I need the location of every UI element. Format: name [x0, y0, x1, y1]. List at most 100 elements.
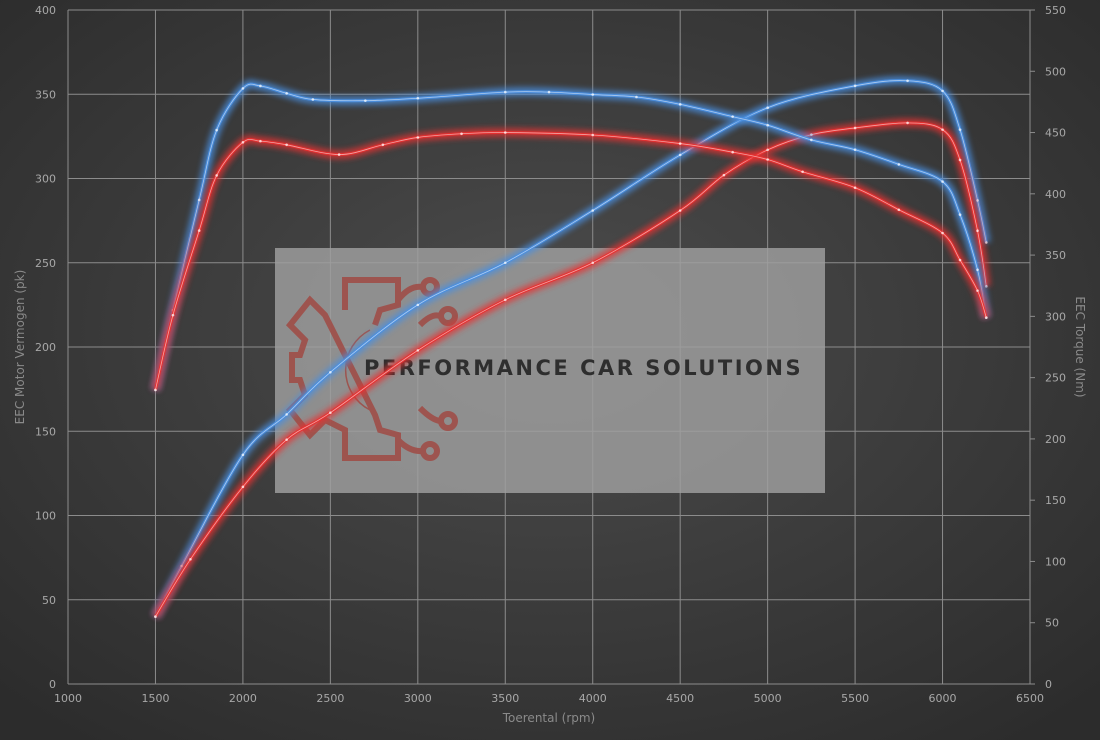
data-point	[853, 186, 857, 189]
right-tick-label: 500	[1045, 65, 1066, 78]
x-tick-label: 3000	[404, 692, 432, 705]
data-point	[241, 141, 245, 144]
data-point	[958, 258, 962, 262]
data-point	[678, 209, 682, 212]
data-point	[154, 615, 157, 618]
right-tick-label: 250	[1045, 372, 1066, 385]
left-axis-title: EEC Motor Vermogen (pk)	[13, 270, 27, 425]
data-point	[976, 199, 979, 202]
left-tick-label: 350	[35, 88, 56, 101]
data-point	[311, 98, 315, 101]
x-tick-label: 4000	[579, 692, 607, 705]
data-point	[171, 313, 175, 317]
right-tick-label: 350	[1045, 249, 1066, 262]
data-point	[984, 316, 988, 319]
watermark-box	[275, 248, 825, 493]
left-tick-label: 50	[42, 594, 56, 607]
data-point	[976, 289, 979, 292]
right-tick-label: 550	[1045, 4, 1066, 17]
watermark-text: PERFORMANCE CAR SOLUTIONS	[364, 356, 803, 380]
data-point	[503, 298, 507, 302]
series-highlight	[155, 80, 987, 617]
x-tick-label: 2000	[229, 692, 257, 705]
data-point	[591, 93, 595, 96]
data-point	[591, 261, 595, 265]
data-point	[766, 148, 769, 152]
data-point	[591, 209, 595, 212]
left-tick-label: 150	[35, 425, 56, 438]
data-point	[678, 103, 682, 106]
series-power-0	[151, 76, 991, 619]
data-point	[984, 241, 988, 244]
data-point	[941, 128, 944, 131]
series-torque-3	[151, 128, 991, 392]
data-point	[547, 90, 551, 94]
right-tick-label: 400	[1045, 188, 1066, 201]
right-axis-title: EEC Torque (Nm)	[1073, 296, 1087, 397]
data-point	[635, 95, 638, 99]
left-tick-label: 200	[35, 341, 56, 354]
data-point	[259, 84, 262, 88]
data-point	[853, 148, 857, 152]
data-point	[810, 138, 813, 142]
data-point	[897, 163, 901, 166]
left-axis-ticks: 0 50 100 150 200 250 300 350 400	[35, 4, 56, 691]
data-point	[337, 153, 341, 156]
data-point	[381, 143, 385, 147]
right-tick-label: 100	[1045, 555, 1066, 568]
x-axis-title: Toerental (rpm)	[502, 711, 595, 725]
data-point	[801, 170, 804, 174]
left-tick-label: 400	[35, 4, 56, 17]
right-tick-label: 0	[1045, 678, 1052, 691]
data-point	[678, 153, 682, 157]
data-point	[731, 150, 734, 154]
right-tick-label: 450	[1045, 127, 1066, 140]
left-tick-label: 300	[35, 173, 56, 186]
data-point	[906, 121, 909, 125]
watermark: PERFORMANCE CAR SOLUTIONS	[275, 248, 825, 493]
data-point	[958, 158, 962, 162]
data-point	[329, 370, 332, 374]
x-tick-label: 6500	[1016, 692, 1044, 705]
data-point	[416, 136, 420, 139]
data-point	[853, 84, 857, 88]
data-point	[215, 128, 218, 132]
data-point	[259, 139, 262, 143]
data-point	[189, 558, 192, 561]
x-tick-label: 4500	[666, 692, 694, 705]
data-point	[941, 89, 944, 93]
data-point	[731, 115, 734, 118]
data-point	[976, 229, 979, 233]
data-point	[503, 261, 507, 265]
data-point	[503, 90, 507, 94]
data-point	[416, 96, 420, 100]
data-point	[766, 106, 769, 110]
data-point	[364, 99, 367, 102]
data-point	[503, 131, 507, 134]
x-tick-label: 5500	[841, 692, 869, 705]
series-group	[151, 76, 991, 619]
data-point	[460, 132, 463, 136]
right-tick-label: 150	[1045, 494, 1066, 507]
x-tick-label: 2500	[316, 692, 344, 705]
left-tick-label: 250	[35, 257, 56, 270]
x-tick-label: 6000	[929, 692, 957, 705]
series-power-1	[151, 118, 991, 619]
data-point	[897, 208, 901, 212]
x-tick-label: 1000	[54, 692, 82, 705]
data-point	[766, 123, 769, 127]
x-tick-label: 5000	[754, 692, 782, 705]
data-point	[197, 229, 201, 232]
data-point	[285, 438, 288, 441]
data-point	[241, 87, 245, 90]
data-point	[285, 413, 288, 416]
data-point	[958, 128, 962, 131]
right-tick-label: 300	[1045, 310, 1066, 323]
right-tick-label: 50	[1045, 617, 1059, 630]
data-point	[329, 411, 332, 415]
left-tick-label: 0	[49, 678, 56, 691]
data-point	[154, 388, 157, 392]
right-axis-ticks: 0 50 100 150 200 250 300 350 400 450 500 550	[1030, 4, 1066, 691]
data-point	[853, 126, 857, 130]
